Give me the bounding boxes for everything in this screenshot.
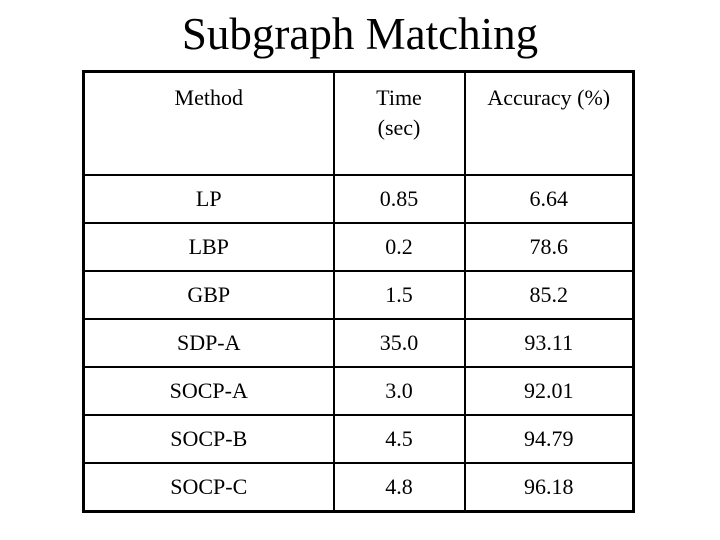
time-cell: 0.85 bbox=[332, 174, 466, 224]
table-row: LP 0.85 6.64 bbox=[82, 174, 635, 224]
time-cell: 35.0 bbox=[332, 318, 466, 368]
method-cell: LBP bbox=[82, 222, 335, 272]
time-cell: 4.5 bbox=[332, 414, 466, 464]
accuracy-cell: 92.01 bbox=[463, 366, 635, 416]
method-cell: SDP-A bbox=[82, 318, 335, 368]
results-table: Method Time (sec) Accuracy (%) LP 0.85 6… bbox=[82, 70, 635, 513]
accuracy-cell: 96.18 bbox=[463, 462, 635, 513]
accuracy-cell: 6.64 bbox=[463, 174, 635, 224]
accuracy-cell: 85.2 bbox=[463, 270, 635, 320]
method-cell: LP bbox=[82, 174, 335, 224]
method-cell: SOCP-C bbox=[82, 462, 335, 513]
table-row: GBP 1.5 85.2 bbox=[82, 270, 635, 320]
method-cell: GBP bbox=[82, 270, 335, 320]
method-cell: SOCP-B bbox=[82, 414, 335, 464]
time-cell: 4.8 bbox=[332, 462, 466, 513]
accuracy-cell: 93.11 bbox=[463, 318, 635, 368]
time-cell: 3.0 bbox=[332, 366, 466, 416]
column-header-accuracy: Accuracy (%) bbox=[463, 70, 635, 176]
table-row: SOCP-A 3.0 92.01 bbox=[82, 366, 635, 416]
time-cell: 1.5 bbox=[332, 270, 466, 320]
table-row: SOCP-B 4.5 94.79 bbox=[82, 414, 635, 464]
table-row: SOCP-C 4.8 96.18 bbox=[82, 462, 635, 513]
table-row: SDP-A 35.0 93.11 bbox=[82, 318, 635, 368]
page-title: Subgraph Matching bbox=[181, 9, 539, 59]
column-header-time: Time (sec) bbox=[332, 70, 466, 176]
accuracy-cell: 94.79 bbox=[463, 414, 635, 464]
column-header-method: Method bbox=[82, 70, 335, 176]
header-row: Method Time (sec) Accuracy (%) bbox=[82, 70, 635, 176]
accuracy-cell: 78.6 bbox=[463, 222, 635, 272]
time-cell: 0.2 bbox=[332, 222, 466, 272]
method-cell: SOCP-A bbox=[82, 366, 335, 416]
table-row: LBP 0.2 78.6 bbox=[82, 222, 635, 272]
